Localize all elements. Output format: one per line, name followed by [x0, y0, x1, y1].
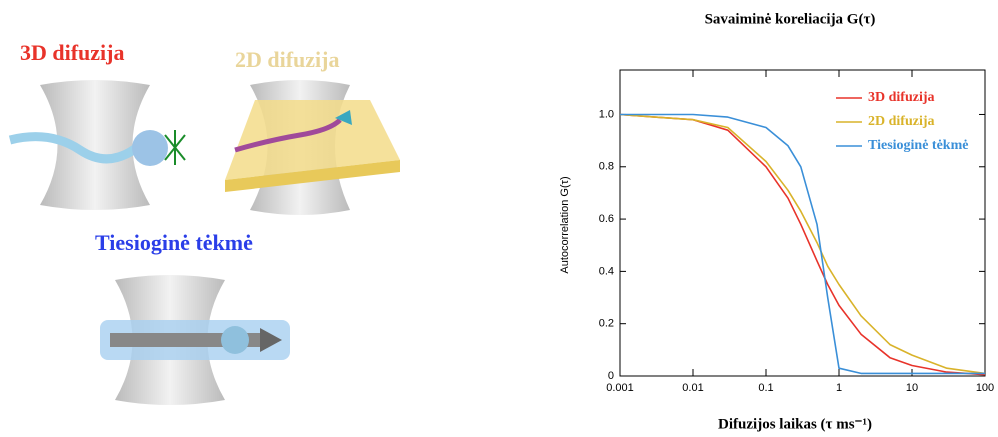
x-axis-label: Difuzijos laikas (τ ms⁻¹) — [718, 416, 872, 432]
y-tick-label: 1.0 — [599, 108, 614, 120]
x-tick-label: 10 — [906, 382, 918, 394]
x-tick-label: 0.1 — [758, 382, 773, 394]
legend-label: Tiesioginė tėkmė — [868, 138, 968, 153]
x-tick-label: 1 — [836, 382, 842, 394]
legend-label: 2D difuzija — [868, 114, 935, 129]
series-line — [620, 115, 985, 374]
x-tick-label: 0.01 — [682, 382, 703, 394]
illustration-3d — [10, 80, 185, 210]
legend-label: 3D difuzija — [868, 90, 935, 105]
series-line — [620, 115, 985, 374]
y-tick-label: 0.4 — [599, 265, 614, 277]
y-tick-label: 0.2 — [599, 318, 614, 330]
page: 3D difuzija 2D difuzija Tiesioginė tėkmė… — [0, 0, 998, 437]
x-tick-label: 0.001 — [606, 382, 634, 394]
illustration-label: 3D difuzija — [20, 40, 125, 65]
series-line — [620, 115, 985, 375]
illustration-label: 2D difuzija — [235, 47, 340, 72]
y-tick-label: 0.6 — [599, 213, 614, 225]
y-tick-label: 0.8 — [599, 161, 614, 173]
y-tick-label: 0 — [608, 370, 614, 382]
chart-title: Savaiminė koreliacija G(τ) — [705, 11, 876, 27]
y-axis-label: Autocorrelation G(τ) — [559, 176, 571, 273]
illustration-2d — [225, 80, 400, 215]
illustration-flow — [100, 275, 290, 405]
illustration-label: Tiesioginė tėkmė — [95, 230, 253, 255]
x-tick-label: 100 — [976, 382, 994, 394]
